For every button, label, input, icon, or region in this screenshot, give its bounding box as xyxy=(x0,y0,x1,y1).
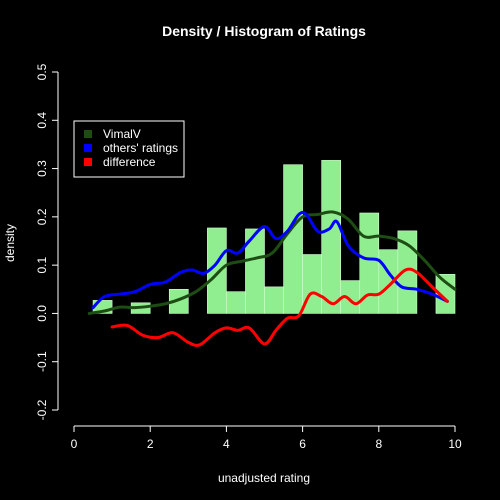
series-line-0 xyxy=(87,210,457,315)
y-tick-label-3: 0.1 xyxy=(35,256,49,273)
histogram-bar-7 xyxy=(283,164,303,314)
legend-label-2: difference xyxy=(103,155,156,169)
x-axis: 0 2 4 6 8 10 xyxy=(71,425,462,451)
histogram-bars xyxy=(92,160,456,314)
legend-label-1: others' ratings xyxy=(103,141,178,155)
y-tick-label-1: -0.1 xyxy=(35,351,49,372)
series-line-1 xyxy=(91,210,449,310)
chart-title: Density / Histogram of Ratings xyxy=(162,23,366,39)
histogram-bar-6 xyxy=(264,286,284,314)
histogram-bar-5 xyxy=(245,228,265,314)
density-lines xyxy=(87,210,457,347)
histogram-bar-4 xyxy=(226,291,246,314)
legend-swatch-0 xyxy=(84,130,92,138)
legend-label-0: VimalV xyxy=(103,127,141,141)
x-tick-label-2: 4 xyxy=(223,437,230,451)
histogram-bar-9 xyxy=(321,160,341,314)
x-tick-label-3: 6 xyxy=(299,437,306,451)
legend-swatch-1 xyxy=(84,144,92,152)
y-tick-label-2: 0.0 xyxy=(35,305,49,322)
legend-box xyxy=(73,120,185,178)
legend-swatch-2 xyxy=(84,158,92,166)
y-tick-label-5: 0.3 xyxy=(35,160,49,177)
y-tick-label-6: 0.4 xyxy=(35,112,49,129)
x-tick-label-5: 10 xyxy=(448,437,462,451)
x-tick-label-1: 2 xyxy=(147,437,154,451)
y-tick-label-7: 0.5 xyxy=(35,63,49,80)
y-tick-label-0: -0.2 xyxy=(35,399,49,420)
y-axis-label: density xyxy=(3,224,17,262)
x-tick-label-4: 8 xyxy=(375,437,382,451)
series-line-2 xyxy=(110,267,449,347)
y-tick-label-4: 0.2 xyxy=(35,208,49,225)
y-axis: -0.2 -0.1 0.0 0.1 0.2 0.3 0.4 0.5 xyxy=(35,63,59,420)
x-tick-label-0: 0 xyxy=(71,437,78,451)
x-axis-label: unadjusted rating xyxy=(218,471,310,485)
